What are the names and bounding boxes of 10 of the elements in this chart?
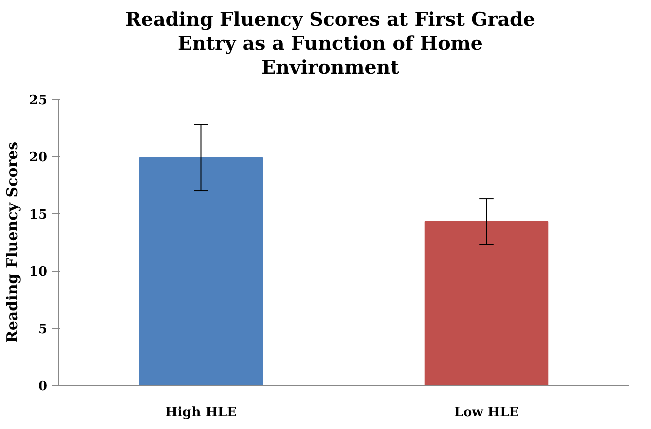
y-axis-title: Reading Fluency Scores <box>3 142 22 344</box>
y-tick-label: 10 <box>29 265 48 280</box>
chart-title: Reading Fluency Scores at First Grade Entry as a Function of Home Environment <box>126 9 536 80</box>
y-tick-label: 15 <box>29 208 48 223</box>
y-tick-label: 5 <box>38 322 48 338</box>
y-tick-label: 0 <box>38 380 48 394</box>
x-tick-label: High HLE <box>165 406 238 420</box>
x-tick-label: Low HLE <box>454 406 520 420</box>
y-tick-label: 25 <box>29 94 48 108</box>
y-tick-label: 20 <box>29 150 48 166</box>
